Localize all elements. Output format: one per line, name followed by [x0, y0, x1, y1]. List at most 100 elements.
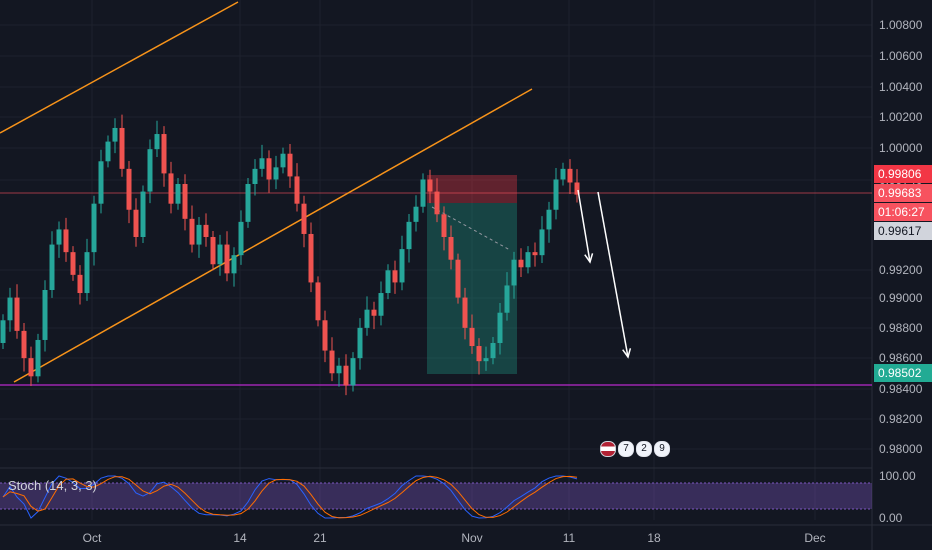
candle-body: [210, 237, 216, 265]
candle-body: [224, 244, 230, 274]
candle-body: [42, 290, 48, 340]
candle-body: [168, 173, 174, 204]
candle-body: [175, 184, 181, 204]
us-flag-icon[interactable]: [600, 441, 616, 457]
price-tick-label: 0.99000: [879, 291, 923, 305]
candle-body: [273, 167, 279, 180]
price-tick-label: 1.00200: [879, 110, 923, 124]
candle-body: [490, 343, 496, 359]
price-tick-label: 0.98600: [879, 351, 923, 365]
candle-body: [7, 297, 13, 321]
candle-body: [21, 330, 27, 359]
candle-body: [182, 184, 188, 219]
candle-body: [196, 224, 202, 245]
candle-body: [105, 141, 111, 162]
price-tick-label: 0.98400: [879, 382, 923, 396]
candle-body: [119, 127, 125, 169]
time-tick-label: Oct: [83, 531, 102, 545]
candle-body: [364, 309, 370, 328]
stoch-axis-label: 100.00: [879, 469, 916, 483]
candle-body: [504, 285, 510, 313]
candle-body: [28, 358, 34, 377]
stop-loss-zone: [427, 175, 517, 203]
candle-body: [49, 244, 55, 290]
candle-body: [301, 203, 307, 234]
candle-body: [336, 365, 342, 374]
candle-body: [154, 134, 160, 150]
candle-body: [294, 176, 300, 204]
candle-body: [518, 259, 524, 268]
event-badge[interactable]: 7: [618, 441, 634, 457]
candle-body: [0, 320, 6, 343]
candle-body: [399, 249, 405, 283]
candle-body: [350, 358, 356, 386]
event-badge[interactable]: 9: [654, 441, 670, 457]
candle-body: [35, 339, 41, 377]
price-tick-label: 1.00000: [879, 141, 923, 155]
price-tick-label: 0.98800: [879, 321, 923, 335]
price-tick-label: 0.98000: [879, 442, 923, 456]
price-tick-label: 0.98200: [879, 412, 923, 426]
candle-body: [483, 358, 489, 362]
time-tick-label: 11: [563, 531, 576, 545]
candle-body: [14, 297, 20, 331]
candle-body: [287, 153, 293, 177]
candle-body: [56, 229, 62, 245]
time-tick-label: 14: [233, 531, 247, 545]
candle-body: [280, 153, 286, 168]
economic-events[interactable]: 7 2 9: [600, 441, 670, 457]
candle-body: [217, 244, 223, 265]
candle-body: [238, 221, 244, 256]
candle-body: [70, 252, 76, 275]
time-tick-label: Nov: [461, 531, 482, 545]
stoch-d-line: [2, 475, 578, 519]
candle-body: [189, 218, 195, 245]
stoch-band: [0, 483, 872, 509]
candle-body: [427, 179, 433, 192]
candle-body: [546, 209, 552, 230]
candle-body: [147, 149, 153, 192]
candle-body: [259, 158, 265, 169]
candle-body: [371, 309, 377, 316]
projection-arrow: [577, 189, 591, 263]
candle-body: [161, 134, 167, 174]
candle-body: [455, 259, 461, 298]
candle-body: [112, 127, 118, 142]
candle-body: [245, 184, 251, 222]
candle-body: [126, 168, 132, 210]
candle-body: [329, 350, 335, 374]
event-badge[interactable]: 2: [636, 441, 652, 457]
candle-body: [308, 233, 314, 283]
candle-body: [385, 270, 391, 294]
candle-body: [469, 327, 475, 347]
candle-body: [357, 327, 363, 359]
candle-body: [406, 221, 412, 250]
projection-arrow: [597, 191, 629, 358]
candle-body: [322, 320, 328, 351]
price-tag-high: 0.99806: [874, 165, 932, 183]
candle-body: [231, 255, 237, 274]
candle-body: [553, 179, 559, 210]
candle-body: [497, 312, 503, 343]
candle-body: [574, 182, 580, 195]
time-tick-label: 18: [647, 531, 661, 545]
candle-body: [63, 229, 69, 253]
candle-body: [448, 237, 454, 260]
candle-body: [441, 214, 447, 237]
price-tag-bid: 0.99617: [874, 222, 932, 240]
price-tick-label: 1.00800: [879, 18, 923, 32]
candle-body: [392, 270, 398, 283]
price-tick-label: 1.00400: [879, 80, 923, 94]
candle-body: [140, 191, 146, 237]
candle-body: [434, 191, 440, 215]
stochastic-label[interactable]: Stoch (14, 3, 3): [8, 478, 97, 493]
price-tag-last: 0.99683: [874, 184, 932, 202]
candle-body: [266, 158, 272, 180]
candle-body: [413, 206, 419, 222]
channel-upper-line: [0, 1, 239, 134]
candle-body: [560, 168, 566, 180]
candle-body: [77, 274, 83, 294]
candle-body: [567, 168, 573, 183]
candle-body: [252, 168, 258, 184]
